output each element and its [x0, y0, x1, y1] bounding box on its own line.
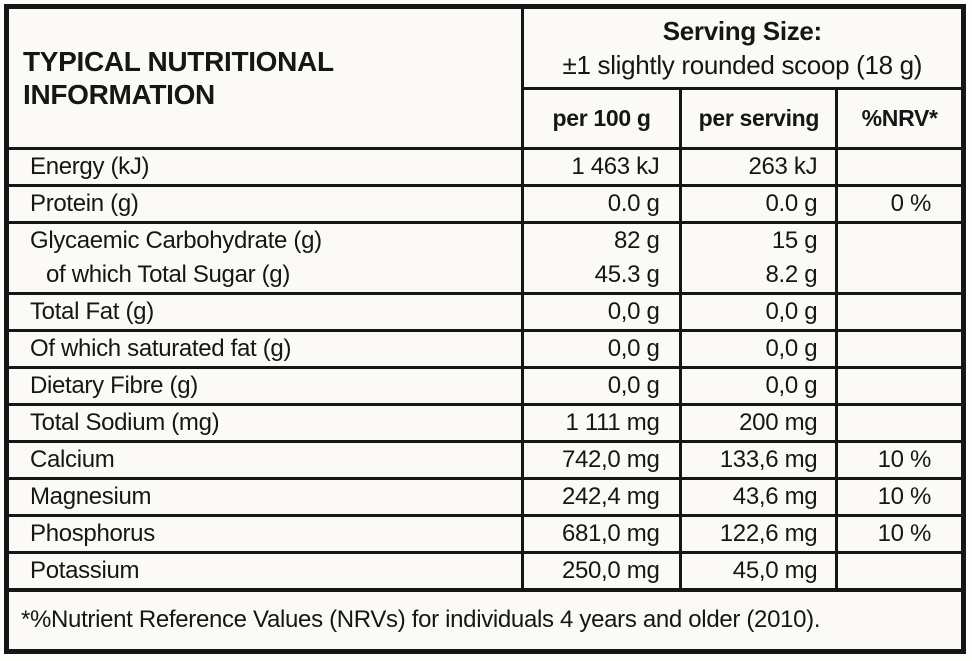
nrv-value: 0 %: [835, 184, 964, 223]
per-100g-value: 0,0 g: [520, 329, 681, 368]
serving-size-label: Serving Size:: [662, 15, 822, 46]
per-serving-value: 263 kJ: [679, 147, 837, 186]
per-100g-value: 1 111 mg: [520, 403, 681, 442]
nrv-value: [835, 403, 964, 442]
per-100g-value: 0,0 g: [520, 292, 681, 331]
per-100g-value: 742,0 mg: [520, 440, 681, 479]
row-label: Total Fat (g): [6, 292, 523, 331]
row-saturated-fat: Of which saturated fat (g) 0,0 g 0,0 g: [6, 329, 964, 368]
nrv-value: 10 %: [835, 477, 964, 516]
row-sodium: Total Sodium (mg) 1 111 mg 200 mg: [6, 403, 964, 442]
row-label: Protein (g): [6, 184, 523, 223]
per-serving-value: 200 mg: [679, 403, 837, 442]
nrv-value: [835, 221, 964, 259]
nutrition-table: TYPICAL NUTRITIONAL INFORMATION Serving …: [4, 4, 966, 654]
row-label: of which Total Sugar (g): [46, 261, 291, 289]
page-title: TYPICAL NUTRITIONAL INFORMATION: [23, 45, 334, 110]
nrv-value: 10 %: [835, 514, 964, 553]
row-label: Calcium: [6, 440, 523, 479]
per-serving-value: 0,0 g: [679, 366, 837, 405]
nrv-value: [835, 366, 964, 405]
row-carbohydrate: Glycaemic Carbohydrate (g) 82 g 15 g: [6, 221, 964, 259]
column-header-nrv: %NRV*: [835, 87, 964, 149]
row-label: Dietary Fibre (g): [6, 366, 523, 405]
row-dietary-fibre: Dietary Fibre (g) 0,0 g 0,0 g: [6, 366, 964, 405]
per-100g-value: 1 463 kJ: [520, 147, 681, 186]
row-phosphorus: Phosphorus 681,0 mg 122,6 mg 10 %: [6, 514, 964, 553]
header-row: TYPICAL NUTRITIONAL INFORMATION Serving …: [7, 6, 964, 110]
column-header-row: per 100 g per serving %NRV*: [7, 87, 964, 149]
row-label: Phosphorus: [6, 514, 523, 553]
per-serving-value: 15 g: [679, 221, 837, 259]
row-label: Magnesium: [6, 477, 523, 516]
row-label: Of which saturated fat (g): [6, 329, 523, 368]
column-header-per-100g: per 100 g: [520, 87, 681, 149]
per-100g-value: 250,0 mg: [520, 551, 681, 590]
footnote-row: *%Nutrient Reference Values (NRVs) for i…: [6, 587, 964, 652]
row-label: Glycaemic Carbohydrate (g): [6, 221, 523, 259]
nrv-value: [835, 258, 964, 294]
per-serving-value: 0,0 g: [679, 329, 837, 368]
per-serving-value: 133,6 mg: [679, 440, 837, 479]
nrv-value: [835, 551, 964, 590]
per-100g-value: 82 g: [520, 221, 681, 259]
per-serving-value: 0.0 g: [679, 184, 837, 223]
row-label: Total Sodium (mg): [6, 403, 523, 442]
per-serving-value: 45,0 mg: [679, 551, 837, 590]
row-total-sugar: of which Total Sugar (g) 45.3 g 8.2 g: [7, 258, 964, 294]
per-100g-value: 0,0 g: [520, 366, 681, 405]
serving-size-cell: Serving Size: ±1 slightly rounded scoop …: [520, 6, 964, 89]
row-protein: Protein (g) 0.0 g 0.0 g 0 %: [6, 184, 964, 223]
footnote: *%Nutrient Reference Values (NRVs) for i…: [6, 587, 964, 652]
per-serving-value: 43,6 mg: [679, 477, 837, 516]
per-serving-value: 122,6 mg: [679, 514, 837, 553]
per-100g-value: 681,0 mg: [520, 514, 681, 553]
table-title-cell: TYPICAL NUTRITIONAL INFORMATION: [7, 7, 523, 149]
row-label: Potassium: [6, 551, 523, 590]
row-calcium: Calcium 742,0 mg 133,6 mg 10 %: [6, 440, 964, 479]
per-serving-value: 8.2 g: [679, 258, 837, 294]
per-serving-value: 0,0 g: [679, 292, 837, 331]
per-100g-value: 45.3 g: [520, 258, 681, 294]
serving-size-value: ±1 slightly rounded scoop (18 g): [562, 49, 923, 80]
nrv-value: [835, 147, 964, 186]
row-magnesium: Magnesium 242,4 mg 43,6 mg 10 %: [6, 477, 964, 516]
row-energy: Energy (kJ) 1 463 kJ 263 kJ: [6, 147, 964, 186]
per-100g-value: 242,4 mg: [520, 477, 681, 516]
nrv-value: 10 %: [835, 440, 964, 479]
row-potassium: Potassium 250,0 mg 45,0 mg: [6, 551, 964, 590]
column-header-per-serving: per serving: [679, 87, 837, 149]
per-100g-value: 0.0 g: [520, 184, 681, 223]
nrv-value: [835, 329, 964, 368]
row-label: Energy (kJ): [6, 147, 523, 186]
row-total-fat: Total Fat (g) 0,0 g 0,0 g: [6, 292, 964, 331]
nrv-value: [835, 292, 964, 331]
